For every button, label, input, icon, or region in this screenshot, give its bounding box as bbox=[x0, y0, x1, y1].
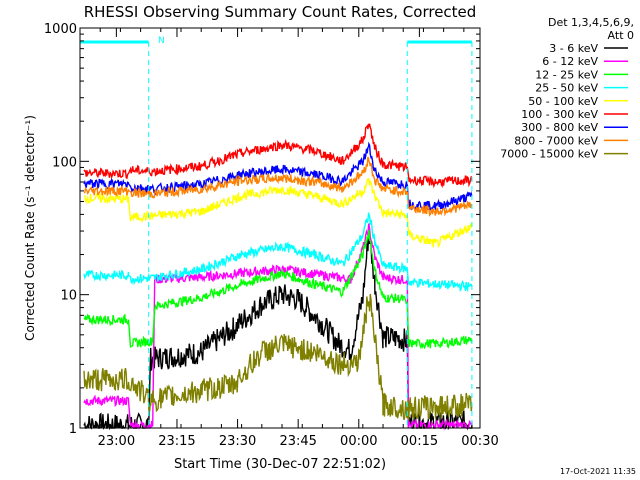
y-axis: 1 10 100 1000 bbox=[44, 22, 480, 437]
legend-label: 300 - 800 keV bbox=[521, 121, 598, 134]
legend-label: 6 - 12 keV bbox=[542, 55, 598, 68]
y-tick-label: 10 bbox=[60, 289, 77, 304]
x-tick-label: 23:15 bbox=[158, 434, 195, 449]
x-tick-label: 23:45 bbox=[279, 434, 316, 449]
x-axis-label: Start Time (30-Dec-07 22:51:02) bbox=[174, 457, 386, 472]
series-line bbox=[83, 223, 473, 431]
legend-label: 25 - 50 keV bbox=[535, 82, 598, 95]
legend-label: 12 - 25 keV bbox=[535, 68, 598, 81]
x-tick-label: 00:30 bbox=[461, 434, 498, 449]
legend-header-line-1: Det 1,3,4,5,6,9, bbox=[548, 16, 634, 29]
series-line bbox=[83, 123, 473, 189]
legend-label: 800 - 7000 keV bbox=[514, 134, 598, 147]
night-marker: N bbox=[158, 36, 165, 46]
y-tick-label: 100 bbox=[52, 155, 77, 170]
plot-frame bbox=[79, 27, 481, 429]
x-axis: 23:00 23:15 23:30 23:45 00:00 00:15 00:30 bbox=[79, 28, 499, 449]
series-line bbox=[83, 156, 473, 217]
y-tick-label: 1000 bbox=[44, 22, 77, 37]
x-tick-label: 23:00 bbox=[98, 434, 135, 449]
series-layer bbox=[83, 123, 473, 431]
series-line bbox=[83, 212, 473, 293]
x-tick-label: 23:30 bbox=[219, 434, 256, 449]
series-line bbox=[83, 232, 473, 431]
legend-header-line-2: Att 0 bbox=[608, 29, 634, 42]
night-layer bbox=[79, 40, 473, 428]
legend-label: 3 - 6 keV bbox=[549, 42, 598, 55]
x-tick-label: 00:15 bbox=[401, 434, 438, 449]
footer-date: 17-Oct-2021 11:35 bbox=[560, 467, 636, 476]
series-line bbox=[83, 293, 473, 421]
y-tick-label: 1 bbox=[69, 422, 77, 437]
legend-label: 7000 - 15000 keV bbox=[500, 148, 598, 161]
y-axis-label: Corrected Count Rate (s⁻¹ detector⁻¹) bbox=[23, 115, 37, 341]
legend-label: 100 - 300 keV bbox=[521, 108, 598, 121]
x-tick-label: 00:00 bbox=[340, 434, 377, 449]
chart-title: RHESSI Observing Summary Count Rates, Co… bbox=[84, 3, 477, 21]
legend-label: 50 - 100 keV bbox=[528, 95, 598, 108]
